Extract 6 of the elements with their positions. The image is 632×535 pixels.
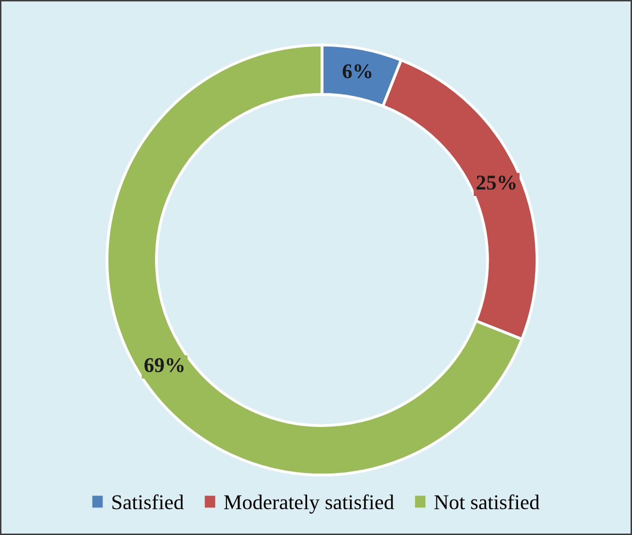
legend-label: Not satisfied [434,494,540,510]
legend-label: Moderately satisfied [224,494,394,514]
data-label: 69% [144,358,184,372]
data-label: 25% [476,176,516,190]
legend-label: Satisfied [112,494,184,510]
data-label: 6% [342,64,372,78]
